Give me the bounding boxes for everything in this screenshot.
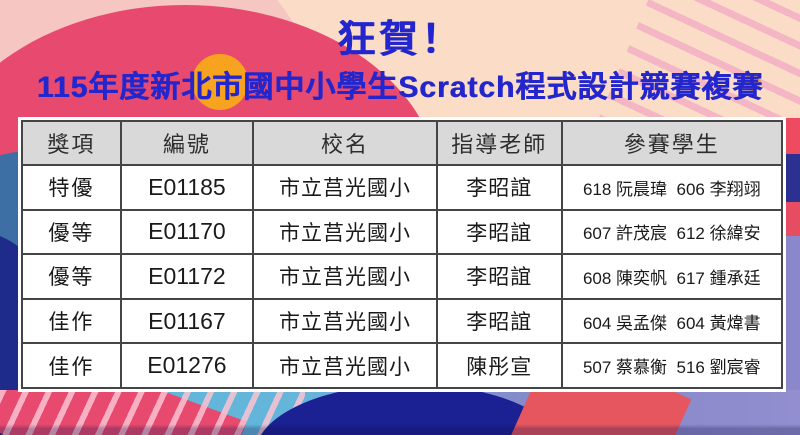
cell-school: 市立莒光國小 <box>252 297 438 345</box>
cell-teacher: 李昭誼 <box>435 164 563 211</box>
cell-code: E01185 <box>119 164 255 211</box>
table-row: 佳作 E01167 市立莒光國小 李昭誼 604 吳孟傑 604 黃煒書 <box>21 297 784 345</box>
poster-title: 狂賀！ <box>336 19 463 61</box>
cell-award: 佳作 <box>21 342 122 389</box>
cell-award: 佳作 <box>21 297 122 345</box>
table-row: 特優 E01185 市立莒光國小 李昭誼 618 阮晨瑋 606 李翔翊 <box>21 164 784 211</box>
bottom-banner <box>0 390 800 435</box>
cell-award: 優等 <box>21 208 122 256</box>
cell-code: E01167 <box>119 297 255 345</box>
cell-award: 優等 <box>21 253 122 300</box>
table-row: 佳作 E01276 市立莒光國小 陳彤宣 507 蔡慕衡 516 劉宸睿 <box>21 342 784 389</box>
right-strip-red-shape <box>784 202 800 242</box>
table-row: 優等 E01172 市立莒光國小 李昭誼 608 陳奕帆 617 鍾承廷 <box>21 253 784 300</box>
cell-school: 市立莒光國小 <box>252 208 438 256</box>
cell-students: 507 蔡慕衡 516 劉宸睿 <box>560 342 784 389</box>
poster-subtitle: 115年度新北市國中小學生Scratch程式設計競賽複賽 <box>36 71 764 104</box>
cell-students: 604 吳孟傑 604 黃煒書 <box>560 297 784 345</box>
orange-circle <box>192 54 248 110</box>
cell-teacher: 陳彤宣 <box>435 342 563 389</box>
results-table: 獎項 編號 校名 指導老師 參賽學生 特優 E01185 市立莒光國小 李昭誼 … <box>21 120 784 389</box>
cell-students: 618 阮晨瑋 606 李翔翊 <box>560 164 784 211</box>
cell-code: E01276 <box>119 342 255 389</box>
header-code: 編號 <box>119 120 255 166</box>
cell-school: 市立莒光國小 <box>252 253 438 300</box>
orange-dot <box>744 74 761 91</box>
header-teacher: 指導老師 <box>435 120 563 166</box>
header-award: 獎項 <box>21 120 122 166</box>
right-edge-color-strip <box>784 0 800 392</box>
results-table-frame: 獎項 編號 校名 指導老師 參賽學生 特優 E01185 市立莒光國小 李昭誼 … <box>18 117 786 392</box>
cell-award: 特優 <box>21 164 122 211</box>
banner-diagonal-stripes <box>0 390 305 435</box>
cell-code: E01172 <box>119 253 255 300</box>
cell-teacher: 李昭誼 <box>435 253 563 300</box>
cell-school: 市立莒光國小 <box>252 342 438 389</box>
cell-students: 607 許茂宸 612 徐緯安 <box>560 208 784 256</box>
right-strip-red-shape <box>784 118 800 162</box>
right-strip-periwinkle-shape <box>784 236 800 392</box>
cell-teacher: 李昭誼 <box>435 208 563 256</box>
banner-bottom-shade <box>0 390 800 435</box>
header-students: 參賽學生 <box>560 120 784 166</box>
right-strip-navy-shape <box>784 154 800 210</box>
table-header-row: 獎項 編號 校名 指導老師 參賽學生 <box>21 120 784 166</box>
cell-code: E01170 <box>119 208 255 256</box>
cell-school: 市立莒光國小 <box>252 164 438 211</box>
header-school: 校名 <box>252 120 438 166</box>
table-row: 優等 E01170 市立莒光國小 李昭誼 607 許茂宸 612 徐緯安 <box>21 208 784 256</box>
cell-students: 608 陳奕帆 617 鍾承廷 <box>560 253 784 300</box>
cell-teacher: 李昭誼 <box>435 297 563 345</box>
